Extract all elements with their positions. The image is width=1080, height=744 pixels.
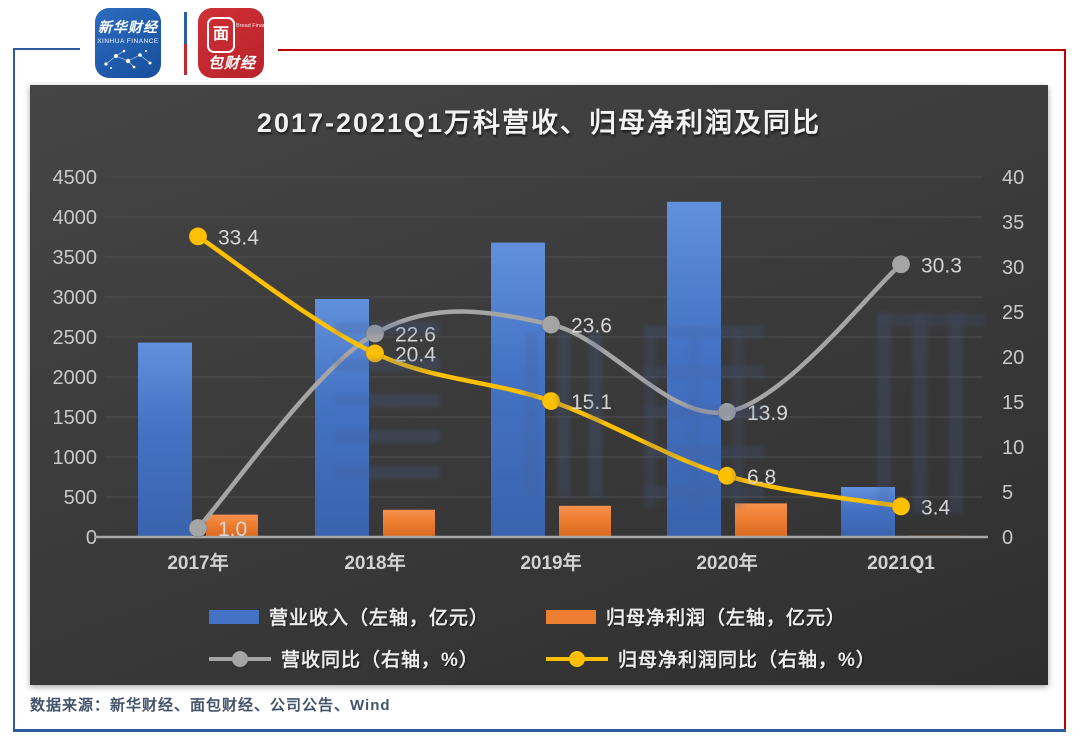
x-axis-label-1: 2018年 bbox=[344, 551, 405, 574]
chart-title: 2017-2021Q1万科营收、归母净利润及同比 bbox=[256, 108, 822, 138]
x-axis-label-0: 2017年 bbox=[167, 551, 228, 574]
xinhua-logo-subtitle: XINHUA FINANCE bbox=[97, 38, 159, 45]
right-axis-tick-label: 30 bbox=[1002, 257, 1024, 279]
revenue-yoy-legend-swatch-icon bbox=[209, 650, 271, 668]
frame-line-top-left-blue bbox=[13, 48, 80, 50]
right-axis-tick-label: 20 bbox=[1002, 347, 1024, 369]
gridlines: 0 500 1000 1500 2000 2500 3000 3500 4000 4500 0 5 10… bbox=[53, 167, 1025, 549]
left-axis-tick-label: 2500 bbox=[53, 327, 98, 349]
net-profit-yoy-data-label-0: 33.4 bbox=[218, 226, 259, 249]
bread-logo-title: 包财经 bbox=[207, 55, 256, 72]
revenue-yoy-marker-2 bbox=[541, 315, 561, 334]
logo-divider bbox=[184, 12, 187, 75]
left-axis-tick-label: 0 bbox=[86, 527, 97, 549]
x-axis-label-4: 2021Q1 bbox=[867, 553, 935, 574]
frame-line-top-red bbox=[278, 49, 1066, 51]
net-profit-yoy-marker-1 bbox=[365, 344, 385, 363]
chart-panel: 2017-2021Q1万科营收、归母净利润及同比 0 500 1000 1500 200… bbox=[30, 85, 1048, 685]
legend-label-net-profit: 归母净利润（左轴，亿元） bbox=[606, 608, 847, 629]
net-profit-yoy-data-label-3: 6.8 bbox=[747, 466, 776, 489]
revenue-yoy-data-label-0: 1.0 bbox=[218, 518, 247, 541]
legend-marker bbox=[232, 650, 248, 667]
xinhua-logo-title: 新华财经 bbox=[98, 19, 158, 35]
legend-marker bbox=[569, 650, 585, 667]
net-profit-yoy-marker-3 bbox=[717, 466, 737, 486]
right-axis-tick-label: 0 bbox=[1002, 527, 1013, 549]
revenue-yoy-line-series: 1.0 22.6 23.6 13.9 30.3 bbox=[188, 254, 962, 541]
left-axis-tick-label: 4500 bbox=[53, 167, 98, 189]
revenue-bar-1 bbox=[315, 299, 369, 537]
net-profit-bar-1 bbox=[383, 509, 435, 537]
revenue-yoy-marker-3 bbox=[717, 402, 737, 422]
x-axis-label-2: 2019年 bbox=[520, 551, 581, 574]
net-profit-bar-2 bbox=[559, 505, 611, 537]
plot-area: 0 500 1000 1500 2000 2500 3000 3500 4000 4500 0 5 10… bbox=[53, 167, 1025, 574]
net-profit-bar-0 bbox=[206, 514, 258, 537]
net-profit-yoy-marker-4 bbox=[891, 497, 911, 516]
net-profit-legend-swatch-icon bbox=[546, 609, 596, 624]
net-profit-yoy-marker-2 bbox=[541, 391, 561, 411]
revenue-bar-4 bbox=[841, 487, 895, 537]
revenue-yoy-data-label-4: 30.3 bbox=[921, 254, 962, 277]
net-profit-bar-series bbox=[206, 503, 961, 537]
legend-item-revenue: 营业收入（左轴，亿元） bbox=[209, 603, 546, 630]
legend-item-net-profit-yoy: 归母净利润同比（右轴，%） bbox=[546, 645, 876, 672]
net-profit-yoy-data-label-4: 3.4 bbox=[921, 496, 951, 519]
right-axis-tick-label: 15 bbox=[1002, 392, 1024, 414]
left-axis-tick-label: 3000 bbox=[53, 287, 98, 309]
left-axis-tick-label: 2000 bbox=[53, 367, 98, 389]
revenue-legend-swatch-icon bbox=[209, 609, 259, 624]
bread-finance-logo: 面 Bread Finance 包财经 bbox=[198, 8, 272, 78]
revenue-yoy-marker-4 bbox=[891, 255, 911, 274]
left-axis-tick-label: 4000 bbox=[53, 207, 98, 229]
left-axis-tick-label: 1000 bbox=[53, 447, 98, 469]
net-profit-yoy-data-label-2: 15.1 bbox=[571, 391, 612, 414]
data-source: 数据来源：新华财经、面包财经、公司公告、Wind bbox=[30, 697, 391, 714]
revenue-yoy-marker-1 bbox=[365, 324, 385, 343]
net-profit-bar-3 bbox=[735, 503, 787, 537]
bread-logo-subtitle: Bread Finance bbox=[236, 23, 272, 29]
xinhua-finance-logo: 新华财经 XINHUA FINANCE bbox=[95, 8, 161, 78]
net-profit-yoy-line-series: 33.4 20.4 15.1 6.8 3.4 bbox=[188, 226, 951, 519]
right-axis-tick-label: 25 bbox=[1002, 302, 1024, 324]
legend-item-revenue-yoy: 营收同比（右轴，%） bbox=[209, 645, 546, 672]
legend-label-net-profit-yoy: 归母净利润同比（右轴，%） bbox=[618, 650, 876, 671]
frame-line-right-red bbox=[1064, 49, 1066, 729]
left-axis-tick-label: 1500 bbox=[53, 407, 98, 429]
legend: 营业收入（左轴，亿元） 归母净利润（左轴，亿元） 营收同比（右轴，%） 归母净利润同比… bbox=[209, 603, 876, 672]
net-profit-yoy-marker-0 bbox=[188, 227, 208, 246]
revenue-bar-0 bbox=[138, 342, 192, 537]
legend-label-revenue: 营业收入（左轴，亿元） bbox=[269, 608, 490, 629]
x-axis-labels: 2017年 2018年 2019年 2020年 2021Q1 bbox=[167, 551, 935, 574]
bread-logo-mian-glyph: 面 bbox=[207, 17, 235, 53]
revenue-yoy-data-label-2: 23.6 bbox=[571, 315, 612, 338]
net-profit-yoy-legend-swatch-icon bbox=[546, 650, 608, 668]
x-axis-label-3: 2020年 bbox=[696, 551, 757, 574]
legend-item-net-profit: 归母净利润（左轴，亿元） bbox=[546, 603, 876, 630]
net-profit-yoy-data-label-1: 20.4 bbox=[395, 343, 436, 366]
right-axis-tick-label: 5 bbox=[1002, 482, 1013, 504]
right-axis-tick-label: 40 bbox=[1002, 167, 1024, 189]
frame-line-bottom-blue bbox=[13, 729, 1066, 732]
right-axis-tick-label: 10 bbox=[1002, 437, 1024, 459]
frame-line-left-blue bbox=[13, 48, 15, 731]
revenue-bar-3 bbox=[667, 201, 721, 538]
network-constellation-icon bbox=[104, 49, 152, 69]
legend-label-revenue-yoy: 营收同比（右轴，%） bbox=[281, 650, 479, 671]
revenue-yoy-data-label-1: 22.6 bbox=[395, 324, 436, 347]
left-axis-tick-label: 500 bbox=[64, 487, 97, 509]
revenue-yoy-data-label-3: 13.9 bbox=[747, 402, 788, 425]
revenue-yoy-marker-0 bbox=[188, 518, 208, 538]
right-axis-tick-label: 35 bbox=[1002, 212, 1024, 234]
left-axis-tick-label: 3500 bbox=[53, 247, 98, 269]
